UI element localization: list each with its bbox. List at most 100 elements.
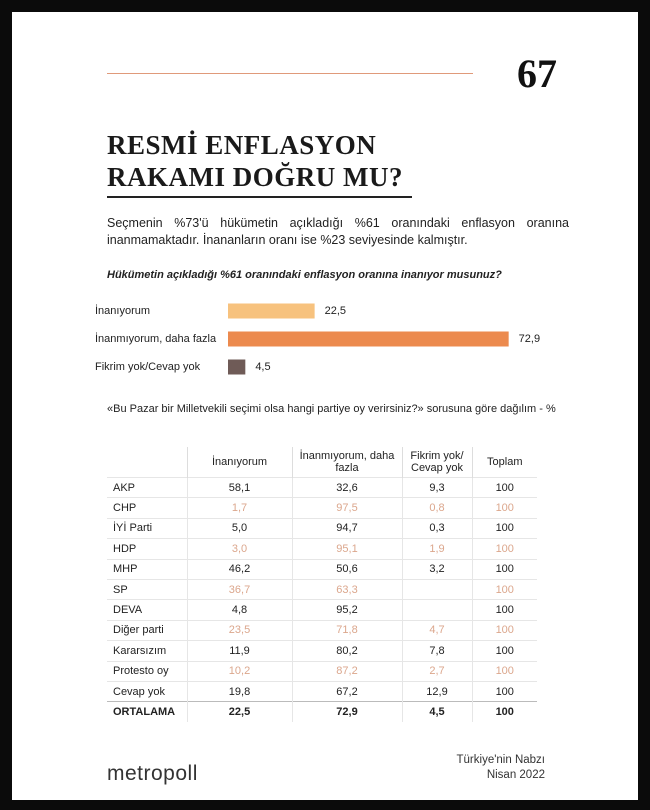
average-cell: 72,9	[291, 701, 402, 722]
cell: 46,2	[186, 558, 292, 580]
cell: 100	[471, 517, 537, 539]
value-label: 72,9	[519, 333, 540, 345]
cell: 10,2	[186, 660, 292, 682]
header-cell	[107, 447, 187, 478]
row-label: Cevap yok	[107, 680, 187, 702]
row-label: CHP	[107, 497, 187, 519]
cell: 4,7	[401, 619, 472, 641]
cell: 100	[471, 538, 537, 560]
cell: 0,8	[401, 497, 472, 519]
average-label: ORTALAMA	[107, 701, 187, 722]
bar	[228, 331, 509, 347]
page-number: 67	[517, 51, 557, 96]
source-line: Türkiye'nin Nabzı	[456, 754, 545, 766]
table-row: Kararsızım 11,9 80,2 7,8 100	[107, 640, 537, 662]
table-row: Cevap yok 19,8 67,2 12,9 100	[107, 680, 537, 702]
title-line: RESMİ ENFLASYON	[107, 130, 377, 160]
cell: 95,1	[291, 538, 402, 560]
header-cell: Toplam	[471, 447, 537, 478]
row-label: HDP	[107, 538, 187, 560]
table-row: DEVA 4,8 95,2 100	[107, 599, 537, 621]
row-label: Protesto oy	[107, 660, 187, 682]
page: 67 RESMİ ENFLASYON RAKAMI DOĞRU MU? Seçm…	[12, 12, 638, 800]
cell: 80,2	[291, 640, 402, 662]
cell: 100	[471, 599, 537, 621]
header-row: İnanıyorum İnanmıyorum, daha fazla Fikrim …	[107, 447, 537, 478]
cell: 100	[471, 640, 537, 662]
row-label: Diğer parti	[107, 619, 187, 641]
cell: 3,2	[401, 558, 472, 580]
value-label: 22,5	[325, 305, 346, 317]
cell: 2,7	[401, 660, 472, 682]
cell: 95,2	[291, 599, 402, 621]
cell: 87,2	[291, 660, 402, 682]
intro-text: Seçmenin %73'ü hükümetin açıkladığı %61 …	[107, 216, 569, 247]
cell: 100	[471, 558, 537, 580]
table-row: Diğer parti 23,5 71,8 4,7 100	[107, 619, 537, 641]
header-cell: İnanmıyorum, daha fazla	[291, 447, 402, 478]
cell: 100	[471, 476, 537, 498]
cell: 11,9	[186, 640, 292, 662]
cell	[401, 599, 472, 621]
cell: 1,9	[401, 538, 472, 560]
cell: 1,7	[186, 497, 292, 519]
header-rule	[107, 73, 473, 74]
bar	[228, 359, 246, 375]
cell: 0,3	[401, 517, 472, 539]
average-cell: 22,5	[186, 701, 292, 722]
row-label: AKP	[107, 476, 187, 498]
cell: 100	[471, 619, 537, 641]
cell: 58,1	[186, 476, 292, 498]
cell: 100	[471, 497, 537, 519]
results-table: İnanıyorum İnanmıyorum, daha fazla Fikrim …	[107, 447, 537, 722]
table-row: CHP 1,7 97,5 0,8 100	[107, 497, 537, 519]
bar-label: Fikrim yok/Cevap yok	[95, 361, 201, 373]
row-label: İYİ Parti	[107, 517, 187, 539]
title-line: RAKAMI DOĞRU MU?	[107, 162, 403, 192]
cell: 97,5	[291, 497, 402, 519]
average-cell: 4,5	[401, 701, 472, 722]
table-row: İYİ Parti 5,0 94,7 0,3 100	[107, 517, 537, 539]
cell: 3,0	[186, 538, 292, 560]
chart-question: Hükümetin açıkladığı %61 oranındaki enfl…	[107, 269, 502, 281]
cell: 36,7	[186, 578, 292, 600]
cell: 9,3	[401, 476, 472, 498]
header-cell: İnanıyorum	[186, 447, 292, 478]
source-line: Nisan 2022	[486, 769, 545, 781]
row-label: DEVA	[107, 599, 187, 621]
cell: 100	[471, 660, 537, 682]
row-label: MHP	[107, 558, 187, 580]
header-cell: Fikrim yok/ Cevap yok	[401, 447, 472, 478]
table-row: HDP 3,0 95,1 1,9 100	[107, 538, 537, 560]
bar-label: İnanmıyorum, daha fazla	[95, 332, 217, 345]
bar	[228, 303, 315, 319]
cell: 32,6	[291, 476, 402, 498]
title-rule	[107, 196, 412, 198]
brand: metropoll	[107, 762, 198, 785]
value-label: 4,5	[255, 361, 270, 373]
cell: 71,8	[291, 619, 402, 641]
cell: 63,3	[291, 578, 402, 600]
cell: 23,5	[186, 619, 292, 641]
table-row: SP 36,7 63,3 100	[107, 578, 537, 600]
cell: 67,2	[291, 680, 402, 702]
cell: 5,0	[186, 517, 292, 539]
row-label: SP	[107, 578, 187, 600]
cell	[401, 578, 472, 600]
cell: 7,8	[401, 640, 472, 662]
bar-label: İnanıyorum	[95, 304, 150, 317]
average-row: ORTALAMA 22,5 72,9 4,5 100	[107, 701, 537, 722]
cell: 94,7	[291, 517, 402, 539]
cell: 100	[471, 578, 537, 600]
table-row: Protesto oy 10,2 87,2 2,7 100	[107, 660, 537, 682]
cell: 19,8	[186, 680, 292, 702]
cell: 100	[471, 680, 537, 702]
cell: 50,6	[291, 558, 402, 580]
cell: 4,8	[186, 599, 292, 621]
bar-chart: İnanıyorum 22,5 İnanmıyorum, daha fazla 72,…	[95, 303, 540, 375]
table-row: AKP 58,1 32,6 9,3 100	[107, 476, 537, 498]
cell: 12,9	[401, 680, 472, 702]
row-label: Kararsızım	[107, 640, 187, 662]
average-cell: 100	[471, 701, 537, 722]
table-row: MHP 46,2 50,6 3,2 100	[107, 558, 537, 580]
